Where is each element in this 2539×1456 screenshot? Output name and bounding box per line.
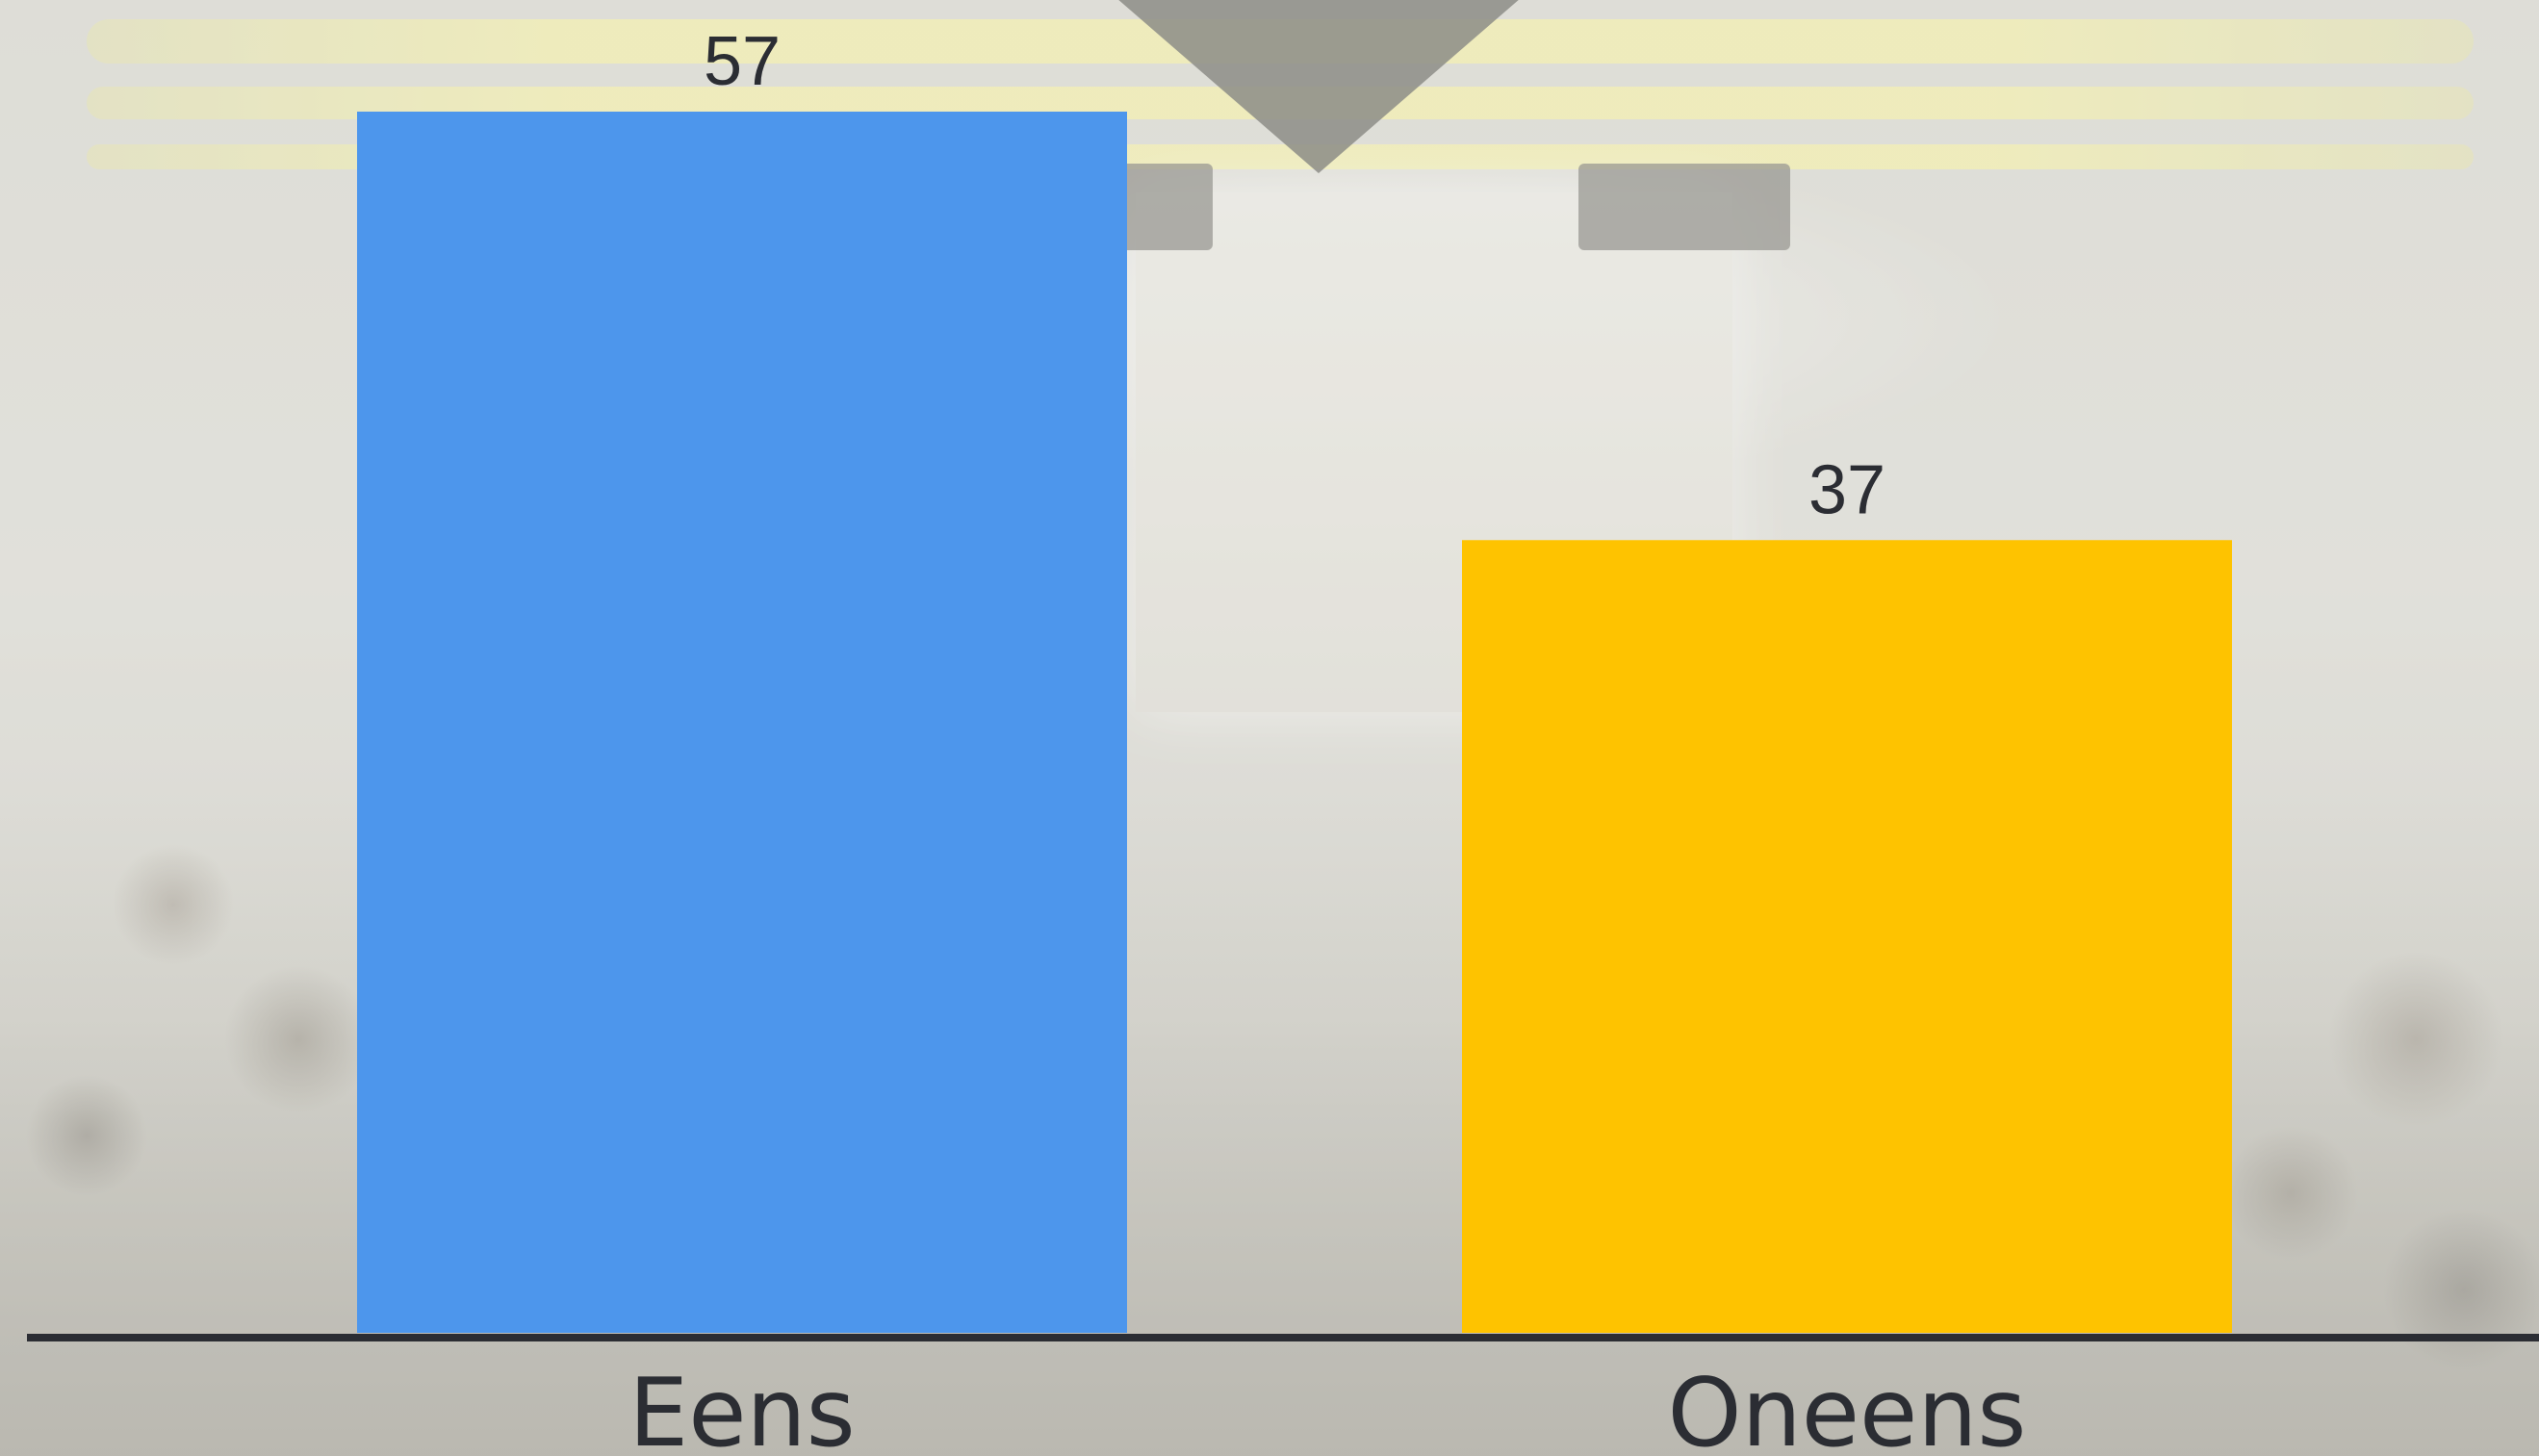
category-label-eens: Eens: [628, 1359, 855, 1456]
value-label-group: 57 37: [704, 23, 1885, 528]
speaker-box: [1578, 164, 1790, 250]
bar-oneens: [1462, 540, 2232, 1333]
category-label-oneens: Oneens: [1667, 1359, 2026, 1456]
bar-group: [357, 112, 2232, 1333]
category-label-group: Eens Oneens: [628, 1359, 2026, 1456]
value-label-oneens: 37: [1808, 451, 1885, 528]
value-label-eens: 57: [704, 23, 781, 100]
bar-eens: [357, 112, 1127, 1333]
speaker-box: [1116, 164, 1213, 250]
